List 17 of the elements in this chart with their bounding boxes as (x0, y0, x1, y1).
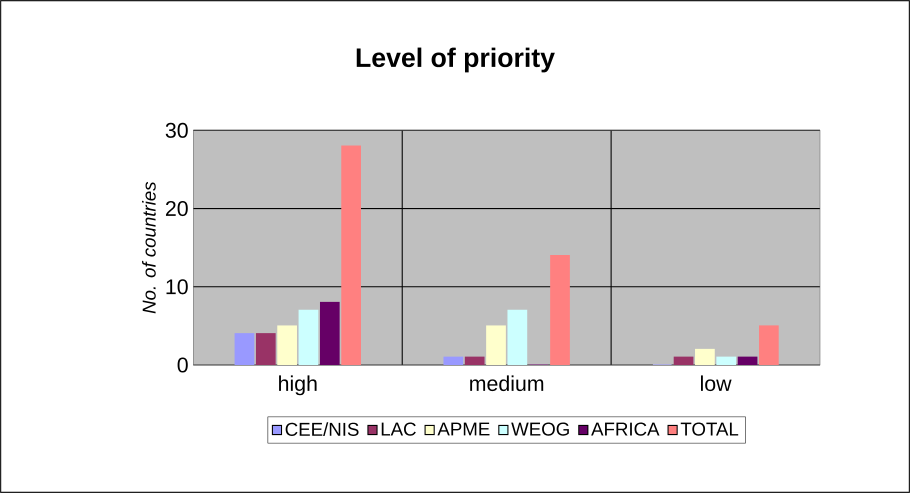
bar (738, 356, 758, 365)
y-tick-label: 20 (166, 201, 188, 216)
x-tick-label: medium (470, 375, 544, 392)
legend-label: LAC (382, 422, 416, 436)
legend-label: CEE/NIS (286, 422, 359, 436)
legend-label: WEOG (511, 422, 569, 436)
y-tick-label: 0 (178, 357, 188, 373)
x-tick-label: low (701, 375, 732, 392)
y-tick-label: 30 (166, 122, 188, 138)
chart-title: Level of priority (356, 48, 555, 72)
x-tick-label: high (279, 375, 317, 396)
legend-label: TOTAL (680, 422, 738, 436)
y-tick-label: 10 (166, 279, 188, 294)
legend-label: AFRICA (591, 422, 660, 436)
bar (320, 302, 340, 365)
y-axis-title: No. of countries (142, 182, 156, 314)
legend-label: APME (437, 422, 490, 436)
